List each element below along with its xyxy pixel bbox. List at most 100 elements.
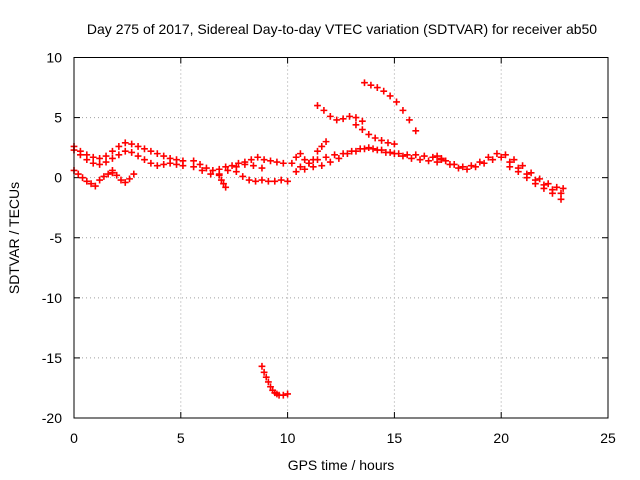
- data-point: [393, 98, 400, 106]
- data-point: [83, 177, 91, 185]
- data-point: [480, 159, 488, 167]
- data-point: [433, 158, 441, 166]
- data-point: [506, 163, 514, 171]
- data-point: [540, 185, 548, 192]
- data-point: [484, 153, 492, 161]
- data-point: [346, 112, 353, 120]
- data-point: [527, 169, 535, 177]
- data-point: [309, 163, 317, 171]
- data-point: [109, 167, 116, 174]
- data-point: [391, 150, 398, 158]
- data-point: [217, 176, 225, 184]
- data-point: [358, 126, 366, 133]
- data-point: [128, 140, 136, 148]
- data-point: [277, 176, 285, 184]
- data-point: [335, 155, 343, 162]
- series-arc-13: [314, 102, 366, 125]
- data-point: [412, 127, 420, 135]
- data-point: [356, 145, 364, 153]
- data-point: [399, 106, 407, 114]
- data-point: [279, 391, 287, 399]
- data-point: [262, 373, 270, 381]
- data-point: [264, 177, 272, 185]
- series-arc-5: [190, 153, 287, 174]
- data-point: [222, 163, 230, 171]
- data-point: [549, 189, 556, 197]
- data-point: [326, 158, 334, 166]
- data-point: [77, 151, 84, 159]
- data-point: [224, 167, 232, 174]
- data-point: [147, 147, 155, 155]
- data-point: [339, 150, 347, 158]
- data-point: [358, 117, 366, 125]
- data-point: [514, 168, 522, 176]
- data-point: [352, 121, 360, 129]
- data-point: [433, 152, 441, 160]
- data-point: [318, 162, 326, 170]
- data-point: [245, 176, 253, 184]
- data-point: [373, 84, 381, 91]
- x-tick-label: 15: [387, 430, 403, 446]
- data-point: [348, 147, 356, 155]
- data-point: [519, 162, 526, 170]
- data-point: [215, 171, 223, 179]
- series-arc-15: [361, 79, 420, 135]
- data-point: [365, 131, 373, 138]
- data-point: [207, 170, 215, 178]
- data-point: [378, 137, 385, 144]
- data-series: [70, 79, 567, 399]
- data-point: [463, 165, 471, 173]
- data-point: [87, 180, 95, 188]
- data-point: [559, 185, 567, 192]
- data-point: [384, 139, 392, 147]
- data-point: [254, 153, 262, 161]
- data-point: [147, 159, 155, 167]
- tick-labels: 0 5 10 15 20 25 10 5 0 -5 -10 -15 -20: [42, 50, 616, 447]
- data-point: [544, 180, 552, 188]
- data-point: [380, 87, 388, 95]
- data-point: [425, 157, 432, 165]
- data-point: [239, 173, 247, 180]
- x-tick-label: 5: [177, 430, 185, 446]
- data-point: [369, 145, 377, 153]
- x-tick-label: 25: [600, 430, 616, 446]
- data-point: [331, 151, 338, 159]
- series-arc-1: [70, 139, 187, 165]
- data-point: [209, 167, 217, 174]
- data-point: [271, 177, 279, 185]
- data-point: [222, 183, 230, 191]
- data-point: [288, 159, 296, 167]
- y-tick-label: -5: [50, 230, 63, 246]
- data-point: [476, 158, 484, 166]
- data-point: [160, 152, 168, 160]
- y-tick-label: 10: [46, 50, 62, 66]
- series-arc-6: [190, 161, 266, 178]
- data-point: [446, 161, 454, 168]
- data-point: [190, 157, 198, 165]
- data-point: [179, 162, 187, 170]
- grid: [74, 57, 608, 418]
- data-point: [442, 157, 450, 165]
- series-arc-16: [433, 150, 567, 192]
- x-tick-label: 10: [280, 430, 296, 446]
- data-point: [232, 168, 240, 176]
- data-point: [113, 171, 121, 179]
- data-point: [264, 378, 272, 386]
- data-point: [134, 152, 142, 160]
- x-axis-label: GPS time / hours: [288, 457, 395, 473]
- data-point: [305, 159, 313, 167]
- data-point: [96, 161, 104, 168]
- data-point: [279, 159, 287, 167]
- data-point: [109, 147, 116, 155]
- series-arc-2: [70, 146, 187, 170]
- data-point: [502, 151, 509, 159]
- data-point: [320, 106, 328, 114]
- data-point: [284, 177, 291, 185]
- data-point: [220, 180, 227, 188]
- data-point: [247, 156, 255, 164]
- data-point: [301, 165, 309, 173]
- series-arc-7: [215, 171, 230, 191]
- data-point: [405, 116, 413, 124]
- data-point: [141, 156, 148, 164]
- data-point: [326, 112, 334, 120]
